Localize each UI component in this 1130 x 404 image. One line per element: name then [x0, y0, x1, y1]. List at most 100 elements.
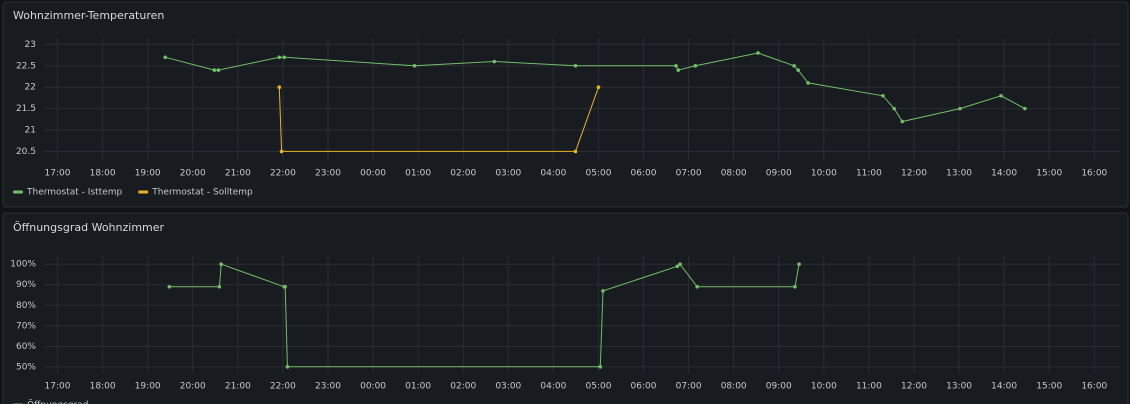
y-tick-label: 60%: [16, 342, 36, 352]
x-tick-label: 02:00: [450, 382, 476, 392]
y-tick-label: 20.5: [16, 147, 36, 157]
legend-label: Öffnungsgrad: [27, 400, 88, 404]
y-tick-label: 23: [25, 40, 36, 50]
data-point: [598, 365, 603, 369]
data-point: [1023, 106, 1027, 111]
x-tick-label: 06:00: [631, 382, 657, 392]
y-tick-label: 100%: [10, 260, 36, 270]
data-point: [167, 284, 172, 289]
data-point: [163, 55, 168, 60]
panel: [2, 212, 1129, 404]
data-point: [601, 289, 605, 293]
panel-title: Wohnzimmer-Temperaturen: [13, 9, 164, 22]
x-tick-label: 21:00: [225, 382, 251, 392]
data-point: [282, 55, 287, 60]
x-tick-label: 07:00: [676, 382, 702, 392]
data-point: [212, 68, 217, 72]
data-point: [573, 149, 578, 154]
data-point: [283, 284, 287, 289]
data-point: [756, 51, 760, 55]
x-tick-label: 17:00: [45, 382, 71, 392]
data-point: [793, 284, 797, 289]
data-point: [285, 365, 290, 369]
data-point: [881, 93, 885, 98]
legend-label: Thermostat - Isttemp: [26, 188, 122, 198]
legend-swatch: [13, 190, 23, 194]
data-point: [216, 68, 221, 72]
x-tick-label: 05:00: [585, 382, 611, 392]
x-tick-label: 03:00: [495, 169, 521, 179]
x-tick-label: 09:00: [766, 169, 792, 179]
x-tick-label: 15:00: [1036, 169, 1062, 179]
x-tick-label: 20:00: [180, 382, 206, 392]
x-tick-label: 02:00: [450, 169, 476, 179]
data-point: [797, 262, 801, 267]
x-tick-label: 23:00: [315, 169, 341, 179]
x-tick-label: 11:00: [856, 382, 882, 392]
data-point: [674, 64, 678, 68]
data-point: [277, 85, 282, 90]
x-tick-label: 15:00: [1036, 382, 1062, 392]
panel-title: Öffnungsgrad Wohnzimmer: [13, 221, 165, 234]
data-point: [596, 85, 601, 90]
series-line: [278, 87, 599, 152]
x-tick-label: 04:00: [540, 382, 566, 392]
data-point: [412, 64, 417, 68]
x-tick-label: 10:00: [811, 169, 837, 179]
x-tick-label: 19:00: [135, 382, 161, 392]
x-tick-label: 10:00: [811, 382, 837, 392]
data-point: [695, 284, 699, 289]
legend-swatch: [138, 190, 149, 194]
data-point: [279, 149, 284, 154]
data-point: [958, 106, 962, 111]
panel: [2, 1, 1129, 208]
x-tick-label: 12:00: [901, 169, 927, 179]
x-tick-label: 22:00: [270, 382, 296, 392]
x-tick-label: 08:00: [721, 169, 747, 179]
x-tick-label: 11:00: [856, 169, 882, 179]
x-tick-label: 00:00: [360, 169, 386, 179]
x-tick-label: 14:00: [991, 382, 1017, 392]
data-point: [900, 119, 905, 124]
x-tick-label: 01:00: [405, 169, 431, 179]
x-tick-label: 22:00: [270, 169, 296, 179]
y-tick-label: 21: [25, 126, 36, 136]
x-tick-label: 16:00: [1081, 169, 1107, 179]
x-tick-label: 16:00: [1081, 382, 1107, 392]
y-tick-label: 21.5: [16, 104, 36, 114]
data-point: [693, 64, 698, 68]
x-tick-label: 18:00: [90, 382, 116, 392]
data-point: [573, 64, 578, 68]
data-point: [219, 262, 223, 267]
data-point: [277, 55, 282, 60]
x-tick-label: 07:00: [676, 169, 702, 179]
y-tick-label: 22.5: [16, 61, 36, 71]
x-tick-label: 23:00: [315, 382, 341, 392]
x-tick-label: 13:00: [946, 382, 972, 392]
x-tick-label: 19:00: [135, 169, 161, 179]
x-tick-label: 12:00: [901, 382, 927, 392]
data-point: [999, 93, 1003, 98]
data-point: [892, 106, 896, 111]
y-tick-label: 90%: [16, 280, 36, 290]
x-tick-label: 06:00: [631, 169, 657, 179]
x-tick-label: 08:00: [721, 382, 747, 392]
y-tick-label: 70%: [16, 321, 36, 331]
data-point: [492, 59, 497, 64]
data-point: [796, 68, 800, 72]
x-tick-label: 21:00: [225, 169, 251, 179]
x-tick-label: 18:00: [90, 169, 116, 179]
x-tick-label: 20:00: [180, 169, 206, 179]
y-tick-label: 22: [25, 83, 36, 93]
data-point: [806, 81, 810, 85]
legend-label: Thermostat - Solltemp: [151, 188, 253, 198]
data-point: [675, 264, 680, 269]
x-tick-label: 13:00: [946, 169, 972, 179]
x-tick-label: 17:00: [45, 169, 71, 179]
x-tick-label: 00:00: [360, 382, 386, 392]
data-point: [676, 68, 681, 72]
x-tick-label: 04:00: [540, 169, 566, 179]
data-point: [792, 64, 796, 68]
x-tick-label: 03:00: [495, 382, 521, 392]
